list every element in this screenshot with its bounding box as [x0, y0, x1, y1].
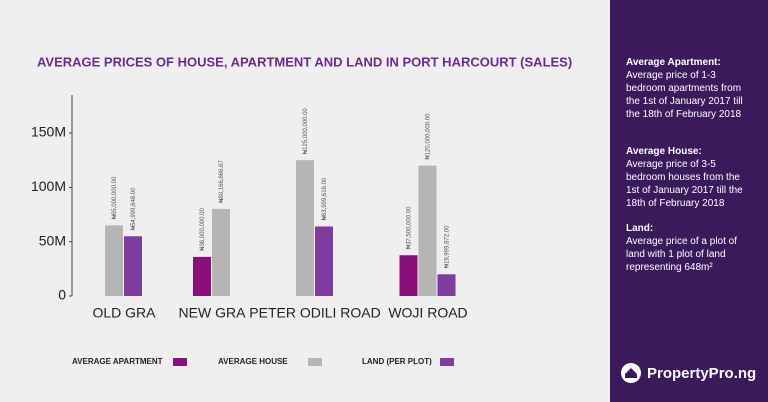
- bar: [193, 256, 211, 296]
- note-heading: Average Apartment:: [626, 57, 721, 68]
- data-label: ₦19,999,872.00: [445, 225, 451, 268]
- note-text: Average price of 3-5 bedroom houses from…: [626, 159, 743, 209]
- data-label: ₦125,000,000.00: [303, 107, 309, 154]
- bar: [124, 236, 142, 296]
- legend-label: LAND (PER PLOT): [362, 357, 432, 366]
- legend-swatch: [173, 358, 187, 366]
- logo-icon: [621, 363, 641, 383]
- legend-swatch: [308, 358, 322, 366]
- info-panel: Average Apartment: Average price of 1-3 b…: [610, 0, 768, 402]
- bar: [212, 208, 230, 296]
- note: Average House: Average price of 3-5 bedro…: [626, 145, 756, 210]
- data-label: ₦37,500,000.00: [407, 206, 413, 249]
- data-label: ₦65,000,000.00: [112, 176, 118, 219]
- x-tick-label: WOJI ROAD: [388, 305, 467, 321]
- x-tick-label: NEW GRA: [179, 305, 247, 321]
- chart-title: AVERAGE PRICES OF HOUSE, APARTMENT AND L…: [37, 54, 572, 69]
- note: Average Apartment: Average price of 1-3 b…: [626, 56, 756, 121]
- data-label: ₦54,999,648.00: [131, 187, 137, 230]
- x-tick-label: PETER ODILI ROAD: [249, 305, 380, 321]
- bar: [105, 225, 123, 296]
- note-text: Average price of 1-3 bedroom apartments …: [626, 70, 743, 120]
- data-label: ₦120,000,000.00: [426, 113, 432, 160]
- y-tick-label: 0: [58, 287, 66, 303]
- data-label: ₦80,166,666.67: [219, 160, 225, 203]
- chart: AVERAGE PRICES OF HOUSE, APARTMENT AND L…: [31, 54, 572, 366]
- x-tick-label: OLD GRA: [92, 305, 156, 321]
- legend-label: AVERAGE APARTMENT: [72, 357, 163, 366]
- note-heading: Land:: [626, 223, 654, 234]
- note-text: Average price of a plot of land with 1 p…: [626, 236, 737, 273]
- bar: [315, 226, 333, 296]
- note-heading: Average House:: [626, 146, 702, 157]
- bar: [418, 165, 437, 296]
- y-tick-label: 50M: [39, 232, 66, 248]
- bar: [296, 160, 314, 296]
- bar: [437, 274, 456, 296]
- logo: PropertyPro.ng: [620, 362, 756, 384]
- data-label: ₦63,999,616.00: [322, 177, 328, 220]
- logo-text: PropertyPro.ng: [647, 364, 757, 382]
- y-tick-label: 100M: [31, 178, 66, 194]
- data-label: ₦36,000,000.00: [200, 208, 206, 251]
- bar: [399, 255, 418, 296]
- legend-label: AVERAGE HOUSE: [218, 357, 288, 366]
- legend-swatch: [440, 358, 454, 366]
- y-tick-label: 150M: [31, 124, 66, 140]
- note: Land: Average price of a plot of land wit…: [626, 222, 756, 274]
